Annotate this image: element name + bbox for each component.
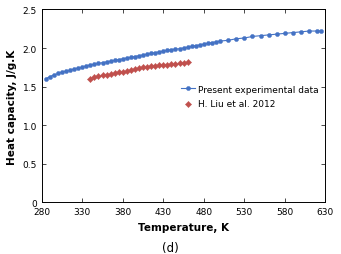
H. Liu et al. 2012 — [128, 69, 134, 73]
H. Liu et al. 2012 — [152, 65, 158, 69]
H. Liu et al. 2012 — [140, 66, 146, 70]
Present experimental data — [56, 73, 60, 76]
Legend: Present experimental data, H. Liu et al. 2012: Present experimental data, H. Liu et al.… — [179, 83, 321, 110]
H. Liu et al. 2012 — [161, 64, 166, 68]
H. Liu et al. 2012 — [132, 68, 138, 72]
Present experimental data — [105, 61, 109, 64]
H. Liu et al. 2012 — [112, 72, 117, 76]
H. Liu et al. 2012 — [120, 70, 125, 74]
X-axis label: Temperature, K: Temperature, K — [138, 222, 229, 232]
H. Liu et al. 2012 — [173, 62, 178, 67]
H. Liu et al. 2012 — [148, 65, 154, 69]
H. Liu et al. 2012 — [185, 61, 190, 65]
H. Liu et al. 2012 — [124, 70, 130, 74]
H. Liu et al. 2012 — [116, 71, 121, 75]
H. Liu et al. 2012 — [100, 74, 105, 78]
Present experimental data — [202, 43, 206, 46]
Present experimental data — [198, 44, 202, 47]
Present experimental data — [319, 30, 323, 34]
Present experimental data — [307, 30, 311, 34]
Present experimental data — [141, 54, 145, 57]
Text: (d): (d) — [162, 242, 179, 254]
Present experimental data — [44, 78, 48, 81]
H. Liu et al. 2012 — [88, 77, 93, 82]
H. Liu et al. 2012 — [92, 76, 97, 80]
Line: Present experimental data: Present experimental data — [44, 30, 324, 82]
H. Liu et al. 2012 — [177, 62, 182, 66]
H. Liu et al. 2012 — [108, 73, 113, 77]
Y-axis label: Heat capacity, J/g.K: Heat capacity, J/g.K — [7, 49, 17, 164]
Present experimental data — [52, 74, 56, 77]
H. Liu et al. 2012 — [165, 63, 170, 67]
H. Liu et al. 2012 — [96, 75, 101, 79]
H. Liu et al. 2012 — [136, 67, 142, 71]
H. Liu et al. 2012 — [169, 63, 174, 67]
H. Liu et al. 2012 — [157, 64, 162, 68]
H. Liu et al. 2012 — [104, 73, 109, 77]
H. Liu et al. 2012 — [181, 61, 186, 66]
H. Liu et al. 2012 — [144, 65, 150, 69]
